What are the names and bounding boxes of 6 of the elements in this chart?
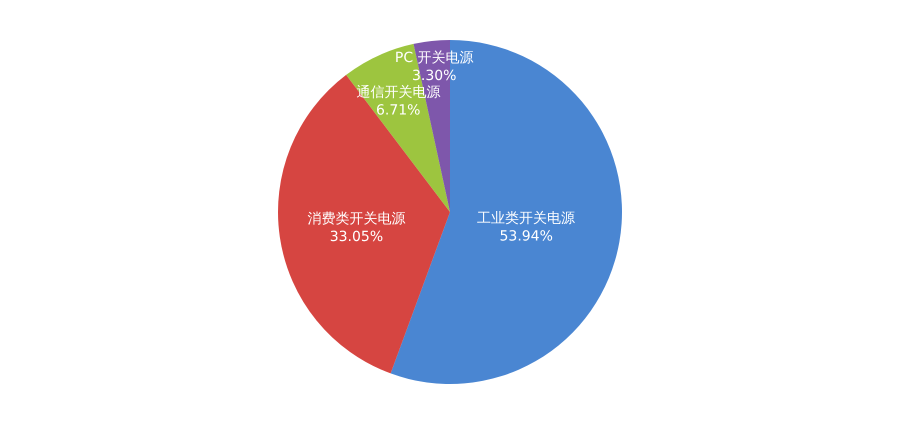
- data-label: 53.94%: [500, 228, 553, 245]
- slice-label: 消费类开关电源: [307, 210, 406, 227]
- slice-label: 工业类开关电源: [477, 210, 576, 227]
- slice-label: PC 开关电源: [394, 50, 474, 66]
- data-label: 33.05%: [330, 228, 384, 245]
- data-label: 6.71%: [376, 102, 420, 118]
